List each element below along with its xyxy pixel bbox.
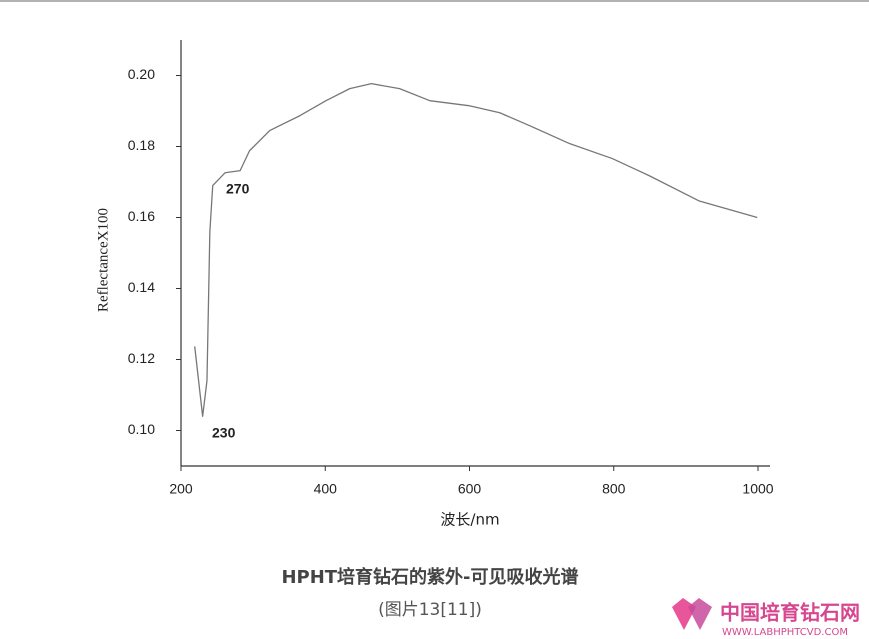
annotation: 230 [212,425,236,441]
logo-url: WWW.LABHPHTCVD.COM [722,627,848,638]
x-tick-label: 800 [602,481,626,497]
line-series [194,83,758,417]
caption: HPHT培育钻石的紫外-可见吸收光谱 [281,566,578,588]
y-tick-label: 0.12 [128,350,155,366]
x-axis-label: 波长/nm [440,511,499,529]
x-tick-label: 1000 [742,481,773,497]
x-tick-label: 400 [314,481,338,497]
x-tick-label: 600 [458,481,482,497]
y-tick-label: 0.18 [128,137,155,153]
y-tick-label: 0.16 [128,208,155,224]
x-tick-label: 200 [169,481,193,497]
annotation: 270 [226,181,250,197]
y-tick-label: 0.14 [128,279,155,295]
y-tick-label: 0.20 [128,66,155,82]
y-tick-label: 0.10 [128,421,155,437]
y-axis-label: ReflectanceX100 [95,208,111,312]
logo-icon [672,598,712,630]
source: (图片13[11]) [378,600,482,620]
logo-name: 中国培育钻石网 [720,601,860,625]
